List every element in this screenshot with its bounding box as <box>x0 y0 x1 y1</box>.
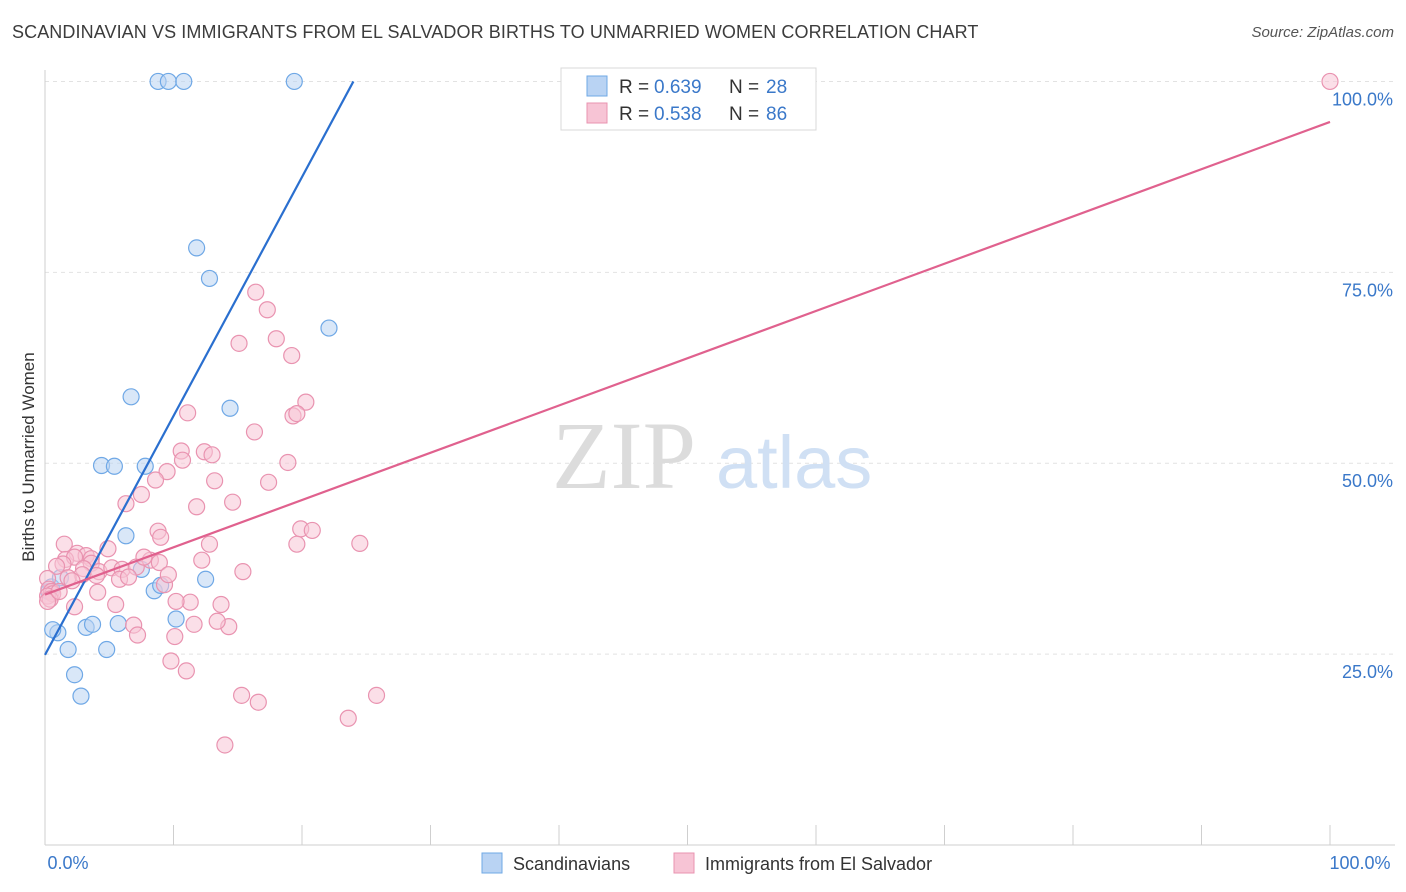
scandinavian-point-5 <box>200 269 219 288</box>
el-salvador-point-13 <box>173 451 192 469</box>
legend-label-el-salvador: Immigrants from El Salvador <box>705 854 932 874</box>
el-salvador-point-77 <box>128 626 147 644</box>
stats-r-label-0: R = <box>619 77 649 98</box>
el-salvador-point-27 <box>152 528 170 546</box>
el-salvador-point-78 <box>166 627 184 646</box>
el-salvador-point-31 <box>288 535 306 553</box>
el-salvador-point-30 <box>200 535 219 553</box>
el-salvador-point-18 <box>206 472 224 490</box>
stats-r-value-1: 0.538 <box>654 104 702 125</box>
scandinavian-trend-line <box>44 80 355 656</box>
axes <box>44 70 1395 846</box>
y-tick-label-1: 50.0% <box>1342 471 1393 491</box>
stats-r-label-1: R = <box>619 104 649 125</box>
el-salvador-point-9 <box>288 404 306 423</box>
stats-legend: R = 0.639 N = 28 R = 0.538 N = 86 <box>560 67 817 131</box>
watermark-zip: ZIP <box>552 402 696 509</box>
el-salvador-point-23 <box>188 498 206 516</box>
stats-n-label-0: N = <box>729 77 759 98</box>
legend-label-scandinavians: Scandinavians <box>513 854 630 874</box>
el-salvador-point-40 <box>47 557 66 575</box>
el-salvador-point-57 <box>159 566 177 584</box>
el-salvador-point-14 <box>203 446 221 464</box>
stats-r-value-0: 0.639 <box>654 77 702 98</box>
el-salvador-point-22 <box>224 493 242 511</box>
el-salvador-point-7 <box>179 404 197 422</box>
el-salvador-point-69 <box>107 595 125 614</box>
stats-n-label-1: N = <box>729 104 759 125</box>
el-salvador-point-49 <box>234 563 252 581</box>
el-salvador-point-80 <box>177 662 195 680</box>
scandinavian-point-24 <box>109 614 127 633</box>
watermark: ZIP atlas <box>552 402 872 509</box>
el-salvador-point-3 <box>267 330 285 348</box>
scandinavian-point-29 <box>72 687 90 705</box>
stats-swatch-scandinavians <box>586 75 608 97</box>
el-salvador-point-84 <box>339 709 357 727</box>
y-tick-label-0: 25.0% <box>1342 662 1393 682</box>
scandinavian-point-26 <box>59 640 77 659</box>
scandinavian-point-28 <box>65 666 84 684</box>
el-salvador-trend-line <box>44 120 1331 596</box>
el-salvador-point-5 <box>283 346 301 365</box>
y-tick-label-2: 75.0% <box>1342 280 1393 300</box>
stats-n-value-1: 86 <box>766 104 787 125</box>
el-salvador-point-81 <box>233 686 251 704</box>
stats-swatch-el-salvador <box>586 102 608 124</box>
legend-swatch-el-salvador <box>673 852 695 874</box>
scandinavian-point-3 <box>285 72 303 91</box>
el-salvador-point-17 <box>146 471 165 489</box>
y-tick-label-3: 100.0% <box>1332 89 1393 109</box>
el-salvador-point-79 <box>162 652 180 670</box>
x-tick-label-100: 100.0% <box>1329 853 1390 873</box>
el-salvador-point-83 <box>367 686 386 704</box>
scandinavian-point-4 <box>188 239 206 257</box>
el-salvador-point-48 <box>193 551 211 569</box>
trend-lines <box>44 80 1331 656</box>
scandinavian-point-25 <box>167 610 185 628</box>
el-salvador-point-15 <box>279 453 297 472</box>
scandinavian-point-23 <box>83 615 102 633</box>
el-salvador-point-47 <box>150 553 168 572</box>
el-salvador-point-85 <box>216 736 234 754</box>
scandinavian-point-8 <box>221 399 239 417</box>
scandinavian-point-7 <box>122 388 140 406</box>
watermark-atlas: atlas <box>716 421 872 504</box>
el-salvador-point-82 <box>249 693 267 711</box>
chart-title: SCANDINAVIAN VS IMMIGRANTS FROM EL SALVA… <box>12 22 979 42</box>
scandinavian-point-2 <box>175 72 193 91</box>
el-salvador-point-76 <box>208 612 226 630</box>
stats-n-value-0: 28 <box>766 77 787 98</box>
y-tick-labels: 25.0% 50.0% 75.0% 100.0% <box>1332 89 1393 682</box>
el-salvador-point-72 <box>167 592 185 611</box>
data-points <box>38 72 1339 754</box>
el-salvador-point-71 <box>212 595 230 614</box>
el-salvador-point-32 <box>351 534 369 552</box>
el-salvador-point-26 <box>303 521 321 540</box>
scandinavian-point-12 <box>117 527 135 545</box>
el-salvador-point-19 <box>259 473 278 491</box>
scandinavian-point-14 <box>197 570 215 588</box>
scandinavian-point-27 <box>98 640 116 659</box>
scandinavian-point-1 <box>159 72 177 91</box>
el-salvador-point-16 <box>158 463 176 481</box>
el-salvador-point-6 <box>297 393 315 411</box>
el-salvador-point-0 <box>1321 72 1339 91</box>
el-salvador-point-10 <box>245 423 264 441</box>
series-legend: Scandinavians Immigrants from El Salvado… <box>481 852 932 874</box>
el-salvador-point-74 <box>185 615 203 633</box>
chart-source: Source: ZipAtlas.com <box>1251 24 1394 41</box>
scandinavian-point-6 <box>320 319 338 337</box>
scandinavian-point-10 <box>105 457 123 475</box>
el-salvador-point-2 <box>258 301 276 319</box>
legend-swatch-scandinavians <box>481 852 503 874</box>
y-axis-label: Births to Unmarried Women <box>19 352 38 561</box>
el-salvador-point-67 <box>89 583 107 601</box>
el-salvador-point-1 <box>247 283 265 301</box>
el-salvador-point-20 <box>132 485 150 504</box>
el-salvador-point-4 <box>230 334 248 352</box>
x-tick-label-0: 0.0% <box>47 853 88 873</box>
el-salvador-point-55 <box>119 568 138 586</box>
